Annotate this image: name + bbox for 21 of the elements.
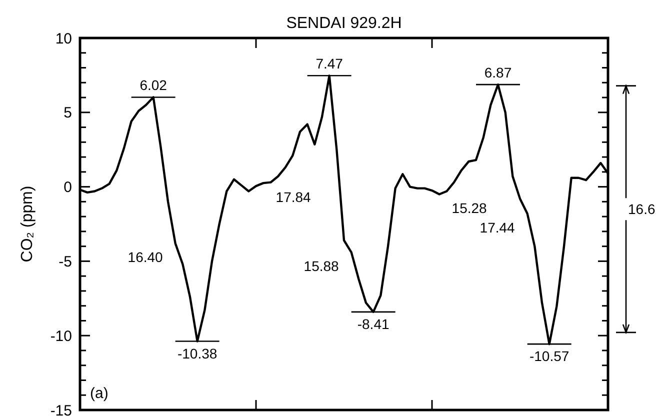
data-label: -10.38 <box>177 345 218 362</box>
y-tick-label: 0 <box>64 179 72 196</box>
y-tick-label: -5 <box>58 253 72 270</box>
data-label: -8.41 <box>357 316 390 332</box>
y-tick-label: -10 <box>50 328 72 345</box>
chart-title: SENDAI 929.2H <box>286 15 402 32</box>
annotation: 15.88 <box>304 258 340 274</box>
data-label: 6.02 <box>140 77 168 94</box>
y-tick-label: 5 <box>64 104 72 122</box>
y-tick-label: 10 <box>55 30 72 48</box>
annotation: (a) <box>90 385 108 402</box>
text: 16.6 <box>628 201 656 218</box>
annotation: 17.84 <box>276 188 312 205</box>
annotation: 16.40 <box>128 249 164 266</box>
y-axis-title: CO₂ (ppm) <box>19 186 36 262</box>
data-label: 6.87 <box>484 64 512 81</box>
annotation: 17.44 <box>480 219 516 236</box>
data-label: 7.47 <box>316 56 344 72</box>
data-label: -10.57 <box>529 348 570 364</box>
y-tick-label: -15 <box>50 402 72 416</box>
annotation: 15.28 <box>452 200 488 216</box>
